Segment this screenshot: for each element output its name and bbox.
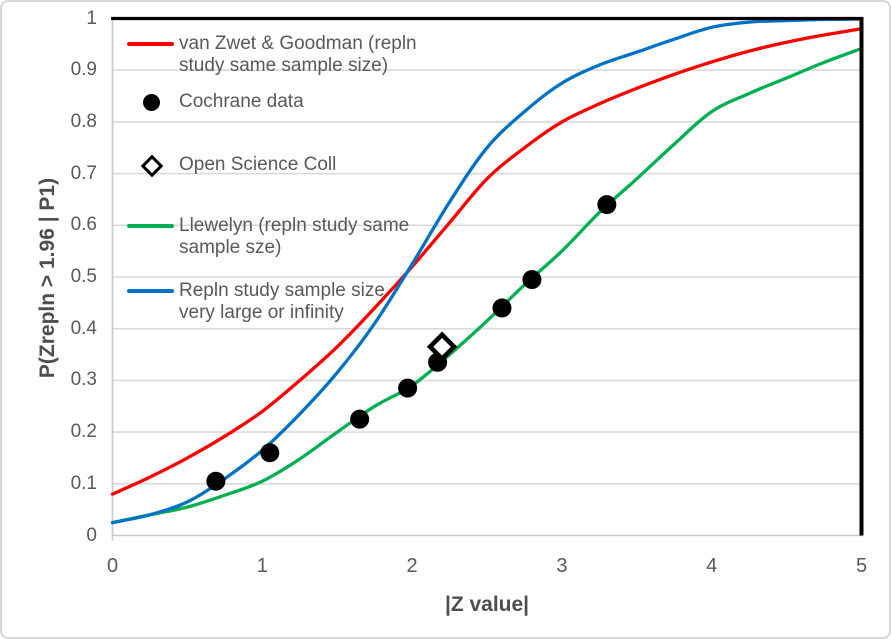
data-point-cochrane-data-7 xyxy=(597,195,617,215)
series-line-llewelyn-repln-study-same-sample-sze xyxy=(110,46,864,525)
data-point-cochrane-data-2 xyxy=(350,409,370,429)
data-point-cochrane-data-6 xyxy=(522,270,542,290)
x-tick-label-0: 0 xyxy=(106,555,119,577)
y-tick-label-0: 0 xyxy=(86,524,97,546)
x-tick-label-1: 1 xyxy=(256,555,268,577)
y-tick-label-0.5: 0.5 xyxy=(70,266,97,287)
y-tick-label-0.2: 0.2 xyxy=(70,421,97,443)
x-tick-label-5: 5 xyxy=(855,555,868,577)
x-tick-label-3: 3 xyxy=(556,555,568,577)
data-point-cochrane-data-0 xyxy=(206,471,226,491)
x-axis-title: |Z value| xyxy=(444,593,530,616)
y-tick-label-0.4: 0.4 xyxy=(70,317,97,339)
y-tick-label-1: 1 xyxy=(86,7,97,29)
x-tick-label-2: 2 xyxy=(406,555,418,577)
y-tick-label-0.7: 0.7 xyxy=(70,162,97,184)
data-point-cochrane-data-5 xyxy=(492,298,512,318)
y-axis-title: P(Zrepln > 1.96 | P1) xyxy=(36,177,59,379)
data-point-cochrane-data-1 xyxy=(260,443,280,463)
data-point-open-science-coll-0 xyxy=(426,331,458,363)
data-point-cochrane-data-3 xyxy=(398,378,418,398)
x-tick-label-4: 4 xyxy=(706,555,718,577)
y-tick-label-0.9: 0.9 xyxy=(70,59,97,81)
series-line-repln-study-sample-size-very-large-or-in xyxy=(110,17,864,525)
y-tick-label-0.1: 0.1 xyxy=(70,472,97,494)
y-tick-label-0.8: 0.8 xyxy=(70,110,97,132)
series-line-van-zwet-goodman-repln-study-same-sample xyxy=(110,27,864,496)
y-tick-label-0.6: 0.6 xyxy=(70,214,97,236)
y-tick-label-0.3: 0.3 xyxy=(70,369,97,391)
